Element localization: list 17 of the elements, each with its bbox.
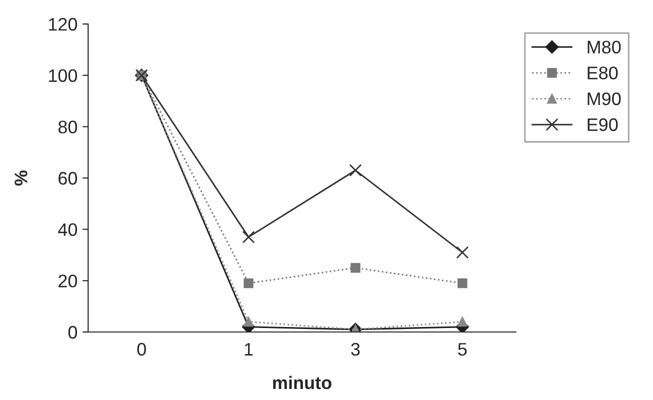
y-tick-label: 80 [58, 120, 78, 134]
y-tick-label: 120 [48, 18, 78, 31]
x-tick-label: 5 [458, 343, 467, 356]
x-tick-label: 0 [137, 342, 146, 356]
x-tick-label: 3 [351, 342, 360, 356]
y-tick-label: 100 [48, 69, 78, 82]
legend-label: M80 [588, 40, 621, 54]
y-tick-label: 0 [68, 326, 78, 339]
y-tick-label: 60 [58, 172, 78, 185]
x-axis-title: minuto [273, 376, 332, 390]
legend-label: E90 [588, 118, 618, 132]
legend-label: M90 [588, 92, 621, 106]
legend-label: E80 [588, 66, 618, 80]
x-tick-label: 1 [244, 343, 253, 356]
y-tick-label: 20 [58, 274, 78, 288]
y-axis-title: % [14, 170, 28, 186]
y-tick-label: 40 [58, 223, 78, 236]
